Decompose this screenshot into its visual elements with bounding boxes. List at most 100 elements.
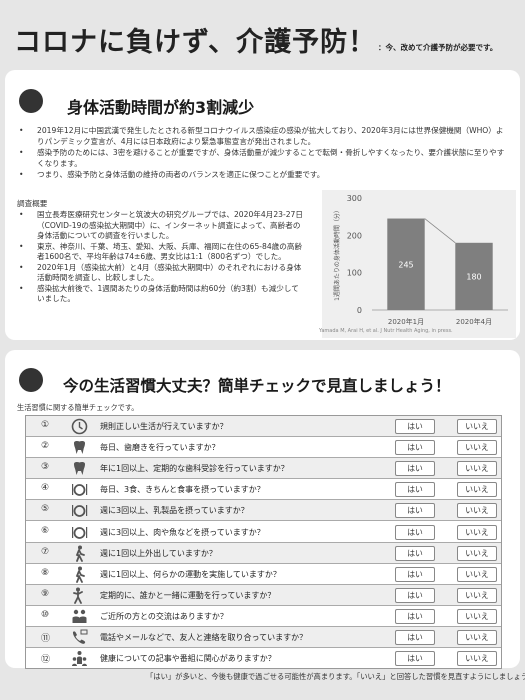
survey-bullet: 国立長寿医療研究センターと筑波大の研究グループでは、2020年4月23-27日（… <box>15 210 305 242</box>
chart-bar <box>387 218 425 310</box>
no-button[interactable]: いいえ <box>457 524 497 540</box>
survey-title: 調査概要 <box>17 199 48 208</box>
yes-button[interactable]: はい <box>395 630 435 645</box>
yes-button[interactable]: はい <box>395 524 435 540</box>
checklist-row: ⑦ 週に1回以上外出していますか？ はい いいえ <box>26 542 501 564</box>
section-bullet-dot <box>19 89 43 113</box>
chart-xtick-label: 2020年1月 <box>388 317 424 326</box>
yes-button[interactable]: はい <box>395 461 435 477</box>
checklist-row-number: ① <box>41 420 50 430</box>
checklist-row-number: ⑤ <box>41 504 50 515</box>
checklist-row: ⑩ ご近所の方との交流はありますか？ はい いいえ <box>26 606 501 627</box>
chart-ytick-label: 100 <box>347 269 362 278</box>
checklist-row-number: ③ <box>41 462 50 473</box>
survey-bullet: 東京、神奈川、千葉、埼玉、愛知、大阪、兵庫、福岡に在住の65-84歳の高齢者16… <box>15 242 305 263</box>
checklist-row: ② 毎日、歯磨きを行っていますか？ はい いいえ <box>26 437 501 459</box>
no-button[interactable]: いいえ <box>457 651 497 667</box>
yes-button[interactable]: はい <box>395 440 435 456</box>
no-button[interactable]: いいえ <box>457 608 497 624</box>
survey-bullet: 感染拡大前後で、1週間あたりの身体活動時間は約60分（約3割）も減少していました… <box>15 284 305 305</box>
chart-ytick-label: 200 <box>347 231 362 240</box>
yes-button[interactable]: はい <box>395 545 435 561</box>
checklist-question: 週に3回以上、乳製品を摂っていますか？ <box>100 506 249 516</box>
yes-button[interactable]: はい <box>395 482 435 498</box>
yes-button[interactable]: はい <box>395 587 435 603</box>
checklist-row-number: ⑨ <box>41 588 50 599</box>
checklist-question: 毎日、歯磨きを行っていますか？ <box>100 443 220 453</box>
no-button[interactable]: いいえ <box>457 545 497 561</box>
checklist-question: 定期的に、誰かと一緒に運動を行っていますか？ <box>100 590 276 600</box>
survey-bullet: 2020年1月（感染拡大前）と4月（感染拡大期間中）のそれぞれにおける身体活動時… <box>15 263 305 284</box>
checklist-row: ① 規則正しい生活が行えていますか？ はい いいえ <box>26 416 501 437</box>
yes-button[interactable]: はい <box>395 608 435 624</box>
checklist-row: ⑪ 電話やメールなどで、友人と連絡を取り合っていますか？ はい いいえ <box>26 627 501 648</box>
survey-bullet-list: 国立長寿医療研究センターと筑波大の研究グループでは、2020年4月23-27日（… <box>15 210 305 305</box>
checklist-row-number: ④ <box>41 483 50 494</box>
chart-xtick-label: 2020年4月 <box>456 317 492 326</box>
checklist-question: 毎日、3食、きちんと食事を摂っていますか？ <box>100 485 265 495</box>
section1-heading: 身体活動時間が約3割減少 <box>67 98 255 117</box>
activity-chart-svg: 1週間あたりの身体活動時間（分） 0 100 200 300 245 2020年1月 180 2… <box>333 194 508 326</box>
chart-source: Yamada M, Arai H, et al. J Nutr Health A… <box>319 328 453 334</box>
checklist-question: 年に1回以上、定期的な歯科受診を行っていますか？ <box>100 464 289 474</box>
checklist-row: ④ 毎日、3食、きちんと食事を摂っていますか？ はい いいえ <box>26 479 501 501</box>
checklist-row-number: ⑥ <box>41 525 50 536</box>
no-button[interactable]: いいえ <box>457 503 497 519</box>
meal-icon <box>71 502 88 519</box>
phone-mail-icon <box>71 629 88 646</box>
meal-icon <box>71 481 88 498</box>
people-icon <box>71 608 88 625</box>
walking-icon <box>71 545 88 562</box>
no-button[interactable]: いいえ <box>457 440 497 456</box>
exercise-icon <box>71 587 88 604</box>
checklist-row: ⑫ 健康についての記事や番組に関心がありますか？ はい いいえ <box>26 648 501 669</box>
checklist-row-number: ⑧ <box>41 567 50 578</box>
checklist-row: ③ 年に1回以上、定期的な歯科受診を行っていますか？ はい いいえ <box>26 458 501 480</box>
checklist-question: 週に1回以上外出していますか？ <box>100 548 217 558</box>
no-button[interactable]: いいえ <box>457 587 497 603</box>
no-button[interactable]: いいえ <box>457 482 497 498</box>
chart-ylabel: 1週間あたりの身体活動時間（分） <box>333 207 341 301</box>
yes-button[interactable]: はい <box>395 503 435 519</box>
clock-icon <box>71 418 88 435</box>
no-button[interactable]: いいえ <box>457 419 497 434</box>
checklist-row-number: ⑦ <box>41 546 50 557</box>
tooth-icon <box>71 439 88 456</box>
checklist-row: ⑥ 週に3回以上、肉や魚などを摂っていますか？ はい いいえ <box>26 522 501 543</box>
page-subtitle: ：今、改めて介護予防が必要です。 <box>378 43 498 52</box>
no-button[interactable]: いいえ <box>457 461 497 477</box>
tooth-icon <box>71 460 88 477</box>
intro-bullet-list: 2019年12月に中国武漢で発生したとされる新型コロナウイルス感染症の感染が拡大… <box>15 126 509 182</box>
walking-icon <box>71 566 88 583</box>
activity-chart: 1週間あたりの身体活動時間（分） 0 100 200 300 245 2020年1月 180 2… <box>322 190 516 338</box>
page-header: コロナに負けず、介護予防！ ：今、改めて介護予防が必要です。 <box>0 0 525 64</box>
checklist-question: 週に1回以上、何らかの運動を実施していますか？ <box>100 569 281 579</box>
chart-data-label: 180 <box>466 272 481 281</box>
checklist-table: ① 規則正しい生活が行えていますか？ はい いいえ ② 毎日、歯磨きを行っていますか？ はい… <box>25 415 502 669</box>
checklist-question: 健康についての記事や番組に関心がありますか？ <box>100 654 276 664</box>
checklist-row: ⑤ 週に3回以上、乳製品を摂っていますか？ はい いいえ <box>26 500 501 522</box>
checklist-question: 電話やメールなどで、友人と連絡を取り合っていますか？ <box>100 633 308 642</box>
yes-button[interactable]: はい <box>395 566 435 582</box>
chart-ytick-label: 300 <box>347 194 362 203</box>
checklist-question: ご近所の方との交流はありますか？ <box>100 611 228 621</box>
chart-ytick-label: 0 <box>357 306 362 315</box>
intro-bullet: 2019年12月に中国武漢で発生したとされる新型コロナウイルス感染症の感染が拡大… <box>15 126 509 147</box>
checklist-question: 週に3回以上、肉や魚などを摂っていますか？ <box>100 527 265 537</box>
chart-connector-line <box>424 218 456 244</box>
checklist-panel: 今の生活習慣大丈夫？簡単チェックで見直しましょう！ 生活習慣に関する簡単チェック… <box>5 350 520 669</box>
yes-button[interactable]: はい <box>395 419 435 434</box>
no-button[interactable]: いいえ <box>457 630 497 645</box>
checklist-row-number: ⑩ <box>41 609 50 620</box>
checklist-footer-note: 「はい」が多いと、今後も健康で過ごせる可能性が高まります。「いいえ」と回答した習… <box>146 672 525 681</box>
chart-bar <box>455 242 493 310</box>
group-icon <box>71 650 88 667</box>
activity-panel: 身体活動時間が約3割減少 2019年12月に中国武漢で発生したとされる新型コロナ… <box>5 70 520 340</box>
no-button[interactable]: いいえ <box>457 566 497 582</box>
checklist-caption: 生活習慣に関する簡単チェックです。 <box>17 403 139 412</box>
checklist-question: 規則正しい生活が行えていますか？ <box>100 422 228 431</box>
yes-button[interactable]: はい <box>395 651 435 667</box>
page-title: コロナに負けず、介護予防！ <box>14 27 377 58</box>
checklist-row-number: ② <box>41 441 50 452</box>
checklist-row: ⑨ 定期的に、誰かと一緒に運動を行っていますか？ はい いいえ <box>26 584 501 606</box>
